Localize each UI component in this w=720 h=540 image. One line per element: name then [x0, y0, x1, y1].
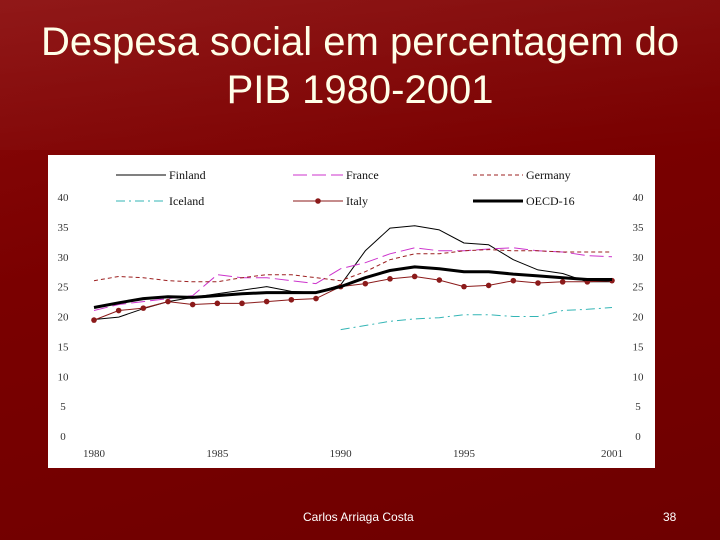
y-tick-label-right: 40	[633, 192, 645, 204]
series-point-italy	[436, 277, 443, 283]
series-line-finland	[93, 225, 612, 320]
legend-label-finland: Finland	[169, 168, 206, 182]
legend-label-iceland: Iceland	[169, 194, 204, 208]
y-tick-label-right: 15	[633, 341, 645, 353]
y-tick-label-right: 25	[633, 282, 645, 294]
title-line-1: Despesa social em percentagem do	[40, 20, 680, 64]
series-point-italy	[115, 307, 122, 314]
legend-label-france: France	[346, 168, 379, 182]
series-point-italy	[485, 282, 492, 289]
series-point-italy	[535, 280, 541, 286]
series-point-italy	[411, 273, 418, 280]
legend-label-italy: Italy	[346, 194, 368, 208]
legend-label-oecd-16: OECD-16	[526, 194, 575, 208]
chart-panel: 0 0 5 5 10 10 15 15 20 20 25 25 30 30 35 35 40 40 1980 1985…	[48, 155, 655, 468]
slide-title: Despesa social em percentagem do PIB 198…	[20, 18, 700, 114]
y-tick-label-left: 30	[58, 252, 70, 264]
series-point-italy	[140, 305, 147, 311]
series-point-italy	[91, 317, 97, 323]
y-tick-label-right: 35	[633, 222, 645, 234]
y-tick-label-right: 20	[633, 312, 645, 324]
y-tick-label-left: 10	[58, 371, 70, 383]
x-tick-label: 1995	[453, 448, 476, 460]
line-chart: 0 0 5 5 10 10 15 15 20 20 25 25 30 30 35 35 40 40 1980 1985…	[58, 168, 645, 460]
series-point-italy	[313, 295, 319, 302]
y-tick-label-right: 5	[635, 401, 641, 413]
y-tick-label-right: 30	[633, 252, 645, 264]
series-point-italy	[510, 277, 517, 284]
y-tick-label-left: 40	[58, 192, 70, 204]
x-tick-label: 1990	[330, 448, 353, 460]
series-point-italy	[288, 296, 295, 303]
legend-marker-italy	[315, 198, 321, 204]
series-line-iceland	[340, 307, 613, 331]
page-number: 38	[663, 510, 677, 524]
y-tick-label-left: 25	[58, 282, 70, 294]
series-line-germany	[93, 249, 612, 283]
x-tick-label: 2001	[601, 448, 623, 460]
series-point-italy	[165, 298, 171, 305]
series-line-oecd-16	[93, 265, 612, 309]
series-point-italy	[387, 276, 393, 282]
series-point-italy	[214, 300, 221, 307]
series-point-italy	[239, 300, 245, 307]
y-tick-label-left: 20	[58, 312, 70, 324]
y-tick-label-right: 10	[633, 371, 645, 383]
y-tick-label-left: 15	[58, 341, 70, 353]
footer-author: Carlos Arriaga Costa	[303, 510, 414, 524]
x-tick-label: 1980	[83, 448, 106, 460]
series-point-italy	[263, 298, 270, 305]
series-point-italy	[362, 280, 369, 287]
y-tick-label-left: 0	[60, 431, 66, 443]
series-line-italy	[93, 276, 613, 321]
title-band	[0, 0, 720, 150]
series-point-italy	[461, 283, 467, 290]
title-line-2: PIB 1980-2001	[226, 68, 494, 112]
y-tick-label-left: 5	[60, 401, 66, 413]
x-tick-label: 1985	[206, 448, 229, 460]
legend-label-germany: Germany	[526, 168, 571, 182]
series-point-italy	[559, 279, 566, 285]
y-tick-label-right: 0	[635, 431, 641, 443]
y-tick-label-left: 35	[58, 222, 70, 234]
series-point-italy	[189, 301, 196, 308]
